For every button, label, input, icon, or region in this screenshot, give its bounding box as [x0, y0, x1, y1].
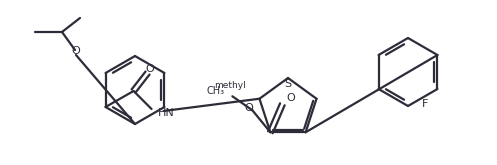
Text: F: F [422, 99, 428, 109]
Text: O: O [286, 93, 295, 103]
Text: CH₃: CH₃ [206, 86, 224, 96]
Text: S: S [284, 79, 292, 89]
Text: methyl: methyl [215, 81, 246, 90]
Text: HN: HN [158, 108, 174, 118]
Text: O: O [72, 46, 81, 56]
Text: O: O [244, 103, 253, 113]
Text: O: O [145, 64, 154, 74]
